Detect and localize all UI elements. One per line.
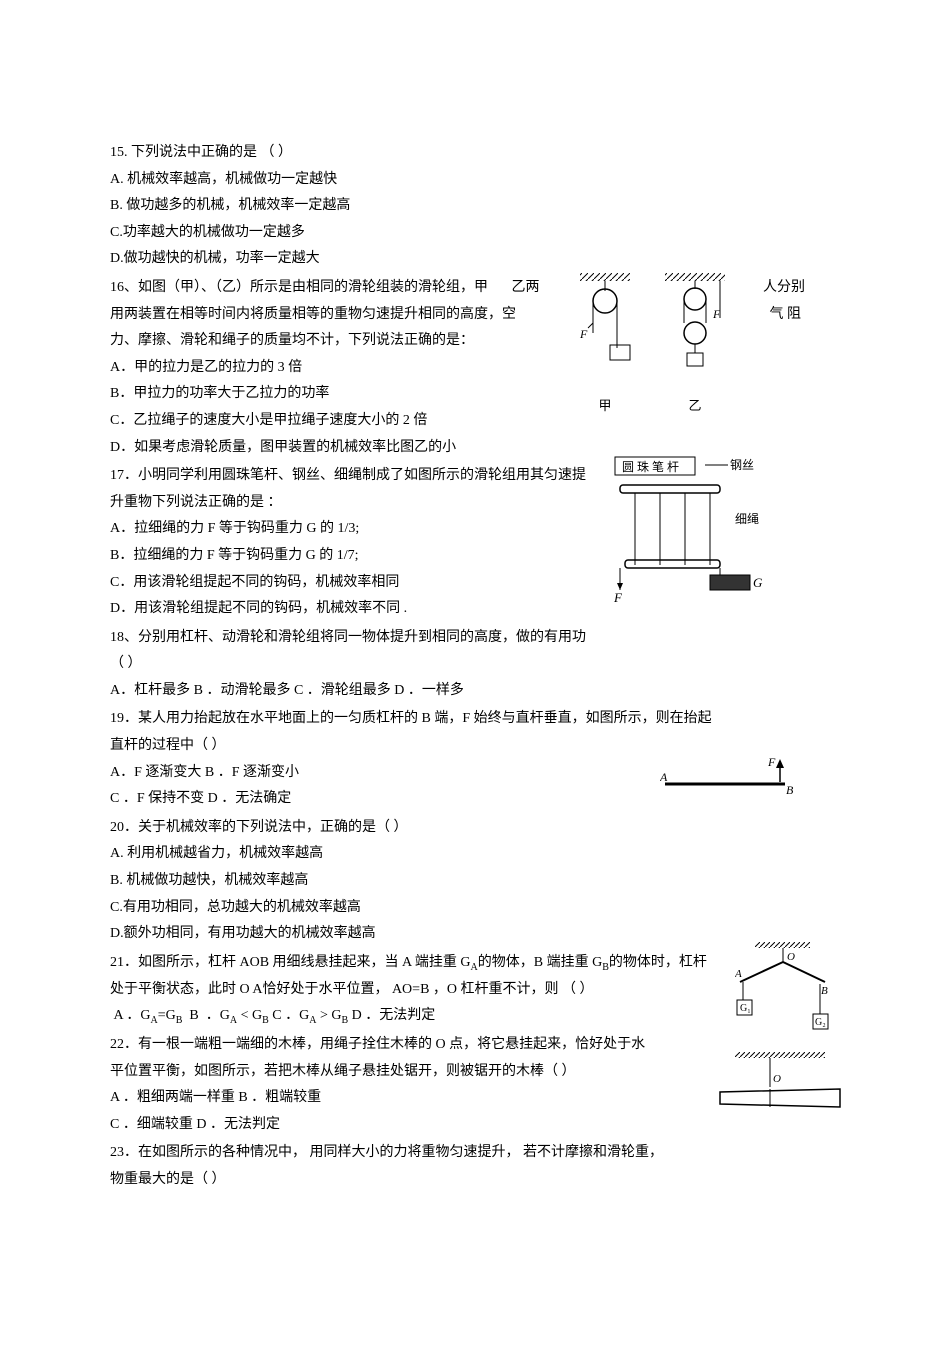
- question-23: 23．在如图所示的各种情况中， 用同样大小的力将重物匀速提升， 若不计摩擦和滑轮…: [110, 1140, 840, 1193]
- q15-opt-b: B. 做功越多的机械，机械效率一定越高: [110, 193, 840, 220]
- q16-l1a: 16、如图（甲）、（乙）所示是由相同的滑轮组装的滑轮组，甲: [110, 280, 488, 295]
- q18-line1: 18、分别用杠杆、动滑轮和滑轮组将同一物体提升到相同的高度，做的有用功: [110, 625, 840, 652]
- fig17-label2: 钢丝: [730, 458, 754, 472]
- fig16-yi-F: F: [712, 307, 721, 321]
- fig19-B: B: [786, 783, 794, 796]
- q21-line1: 21．如图所示，杠杆 AOB 用细线悬挂起来，当 A 端挂重 GA的物体，B 端…: [110, 950, 840, 977]
- q16-l2b: 气 阻: [770, 307, 802, 322]
- fig16-jia-label: 甲: [570, 394, 640, 419]
- q15-opt-d: D.做功越快的机械，功率一定越大: [110, 246, 840, 273]
- q21-l1-text: 21．如图所示，杠杆 AOB 用细线悬挂起来，当 A 端挂重 GA的物体，B 端…: [110, 955, 707, 970]
- q20-opt-c: C.有用功相同，总功越大的机械效率越高: [110, 895, 840, 922]
- question-19: 19．某人用力抬起放在水平地面上的一匀质杠杆的 B 端，F 始终与直杆垂直，如图…: [110, 706, 840, 812]
- fig19-A: A: [660, 770, 668, 784]
- fig17-F: F: [613, 590, 623, 605]
- fig21: O A B G₁ G₂: [735, 942, 830, 1037]
- q19-line1: 19．某人用力抬起放在水平地面上的一匀质杠杆的 B 端，F 始终与直杆垂直，如图…: [110, 706, 840, 733]
- fig22: O: [715, 1052, 845, 1117]
- fig16-jia-F: F: [579, 327, 588, 341]
- fig21-G1: G₁: [740, 1003, 751, 1014]
- fig19: A B F: [660, 756, 795, 796]
- fig17-G: G: [753, 575, 763, 590]
- q20-opt-b: B. 机械做功越快，机械效率越高: [110, 868, 840, 895]
- q16-l1c: 人分别: [763, 280, 805, 295]
- q20-opt-d: D.额外功相同，有用功越大的机械效率越高: [110, 921, 840, 948]
- fig17: 圆 珠 笔 杆 钢丝 细绳 F G: [610, 455, 765, 605]
- fig19-F: F: [767, 756, 776, 769]
- question-18: 18、分别用杠杆、动滑轮和滑轮组将同一物体提升到相同的高度，做的有用功 （ ） …: [110, 625, 840, 705]
- q23-line1: 23．在如图所示的各种情况中， 用同样大小的力将重物匀速提升， 若不计摩擦和滑轮…: [110, 1140, 840, 1167]
- fig17-label1: 圆 珠 笔 杆: [622, 459, 679, 474]
- question-15: 15. 下列说法中正确的是 （ ） A. 机械效率越高，机械做功一定越快 B. …: [110, 140, 840, 273]
- question-21: 21．如图所示，杠杆 AOB 用细线悬挂起来，当 A 端挂重 GA的物体，B 端…: [110, 950, 840, 1030]
- fig21-G2: G₂: [815, 1017, 826, 1028]
- q20-opt-a: A. 利用机械越省力，机械效率越高: [110, 841, 840, 868]
- q21-line2: 处于平衡状态，此时 O A恰好处于水平位置， AO=B ，O 杠杆重不计，则 （…: [110, 977, 840, 1004]
- question-20: 20．关于机械效率的下列说法中，正确的是（ ） A. 利用机械越省力，机械效率越…: [110, 815, 840, 948]
- question-16: 16、如图（甲）、（乙）所示是由相同的滑轮组装的滑轮组，甲 乙两 人分别 用两装…: [110, 275, 840, 461]
- q21-opts: A ．GA=GB B ．GA < GB C ．GA > GB D ．无法判定: [110, 1003, 840, 1030]
- fig22-O: O: [773, 1073, 781, 1085]
- fig17-label3: 细绳: [735, 512, 759, 526]
- q15-opt-c: C.功率越大的机械做功一定越多: [110, 220, 840, 247]
- fig21-O: O: [787, 951, 795, 963]
- question-17: 17．小明同学利用圆珠笔杆、钢丝、细绳制成了如图所示的滑轮组用其匀速提 升重物下…: [110, 463, 840, 623]
- q15-opt-a: A. 机械效率越高，机械做功一定越快: [110, 167, 840, 194]
- question-22: 22．有一根一端粗一端细的木棒，用绳子拴住木棒的 O 点，将它悬挂起来，恰好处于…: [110, 1032, 840, 1138]
- q18-line2: （ ）: [110, 651, 840, 678]
- fig21-B: B: [821, 985, 828, 997]
- q18-opts: A．杠杆最多 B ．动滑轮最多 C ．滑轮组最多 D ．一样多: [110, 678, 840, 705]
- fig16-jia: F 甲: [570, 273, 640, 383]
- fig21-A: A: [735, 968, 742, 980]
- q23-line2: 物重最大的是（ ）: [110, 1167, 840, 1194]
- q16-l1b: 乙两: [512, 280, 540, 295]
- q20-stem: 20．关于机械效率的下列说法中，正确的是（ ）: [110, 815, 840, 842]
- q15-stem: 15. 下列说法中正确的是 （ ）: [110, 140, 840, 167]
- fig16-yi-label: 乙: [655, 394, 735, 419]
- q16-l2a: 用两装置在相等时间内将质量相等的重物匀速提升相同的高度，空: [110, 307, 516, 322]
- fig16-yi: F 乙: [655, 273, 735, 383]
